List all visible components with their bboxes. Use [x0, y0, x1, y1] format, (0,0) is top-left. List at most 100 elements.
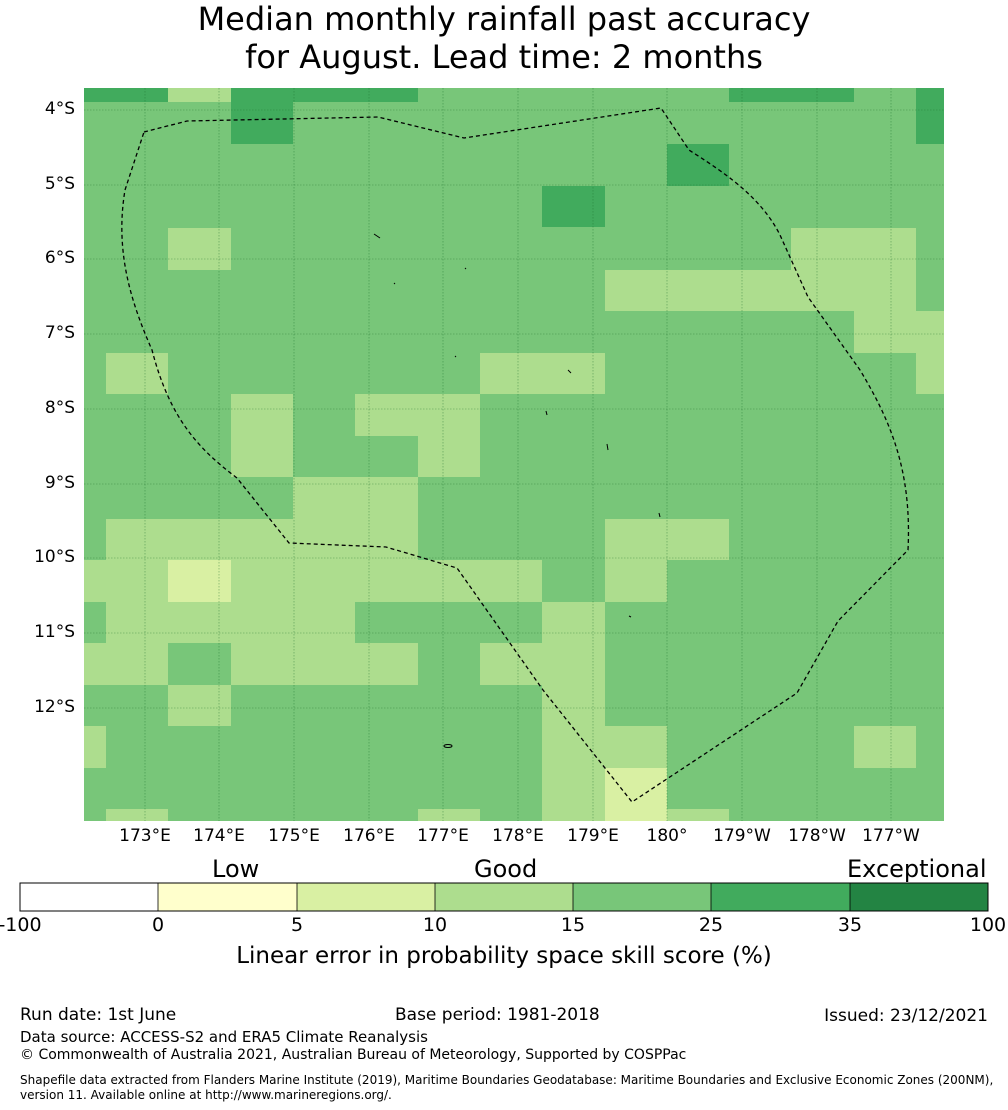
cell-good-skill — [791, 228, 916, 270]
colorbar-swatch — [711, 883, 850, 911]
cell-good-skill — [84, 726, 106, 768]
lat-label: 10°S — [34, 547, 75, 567]
lon-label: 175°E — [268, 826, 320, 846]
lat-label: 9°S — [44, 473, 75, 493]
cell-good-skill — [605, 560, 667, 602]
gridlines — [84, 88, 944, 821]
data-source: Data source: ACCESS-S2 and ERA5 Climate … — [20, 1028, 428, 1046]
cell-good-skill — [106, 519, 418, 560]
island — [545, 410, 548, 416]
copyright: © Commonwealth of Australia 2021, Austra… — [20, 1047, 687, 1063]
island — [454, 355, 457, 358]
island — [464, 267, 467, 270]
cell-good-skill — [542, 726, 667, 768]
colorbar-tick: 15 — [560, 914, 586, 936]
island — [567, 369, 572, 374]
colorbar-tick: -100 — [0, 914, 42, 936]
issued-date: Issued: 23/12/2021 — [824, 1006, 988, 1026]
lat-label: 4°S — [44, 99, 75, 119]
colorbar-title: Linear error in probability space skill … — [236, 943, 772, 969]
colorbar-tick: 0 — [151, 914, 165, 936]
cell-high-skill — [916, 88, 944, 144]
cell-good-skill — [106, 602, 355, 643]
cell-good-skill — [168, 88, 231, 102]
lon-label: 177°W — [862, 826, 920, 846]
cell-good-skill — [480, 353, 605, 394]
cell-good-skill — [480, 643, 605, 685]
lat-label: 6°S — [44, 248, 75, 268]
cell-good-skill — [168, 685, 231, 726]
cell-high-skill — [729, 88, 854, 102]
cell-good-skill — [605, 270, 916, 311]
lon-label: 179°E — [567, 826, 619, 846]
lon-label: 177°E — [417, 826, 469, 846]
lon-label: 173°E — [119, 826, 171, 846]
lat-label: 8°S — [44, 398, 75, 418]
skill-grid-cells — [84, 88, 944, 821]
colorbar — [19, 882, 989, 912]
map-title: Median monthly rainfall past accuracy fo… — [0, 0, 1008, 76]
cell-good-skill — [667, 809, 729, 821]
colorbar-tick: 100 — [969, 914, 1007, 936]
cell-good-skill — [106, 809, 168, 821]
lat-label: 7°S — [44, 323, 75, 343]
lon-label: 180° — [646, 826, 688, 846]
colorbar-dividers — [157, 883, 851, 911]
colorbar-swatch — [297, 883, 435, 911]
lon-label: 174°E — [193, 826, 245, 846]
cell-low-skill — [168, 560, 231, 602]
island — [606, 443, 609, 451]
colorbar-tick: 5 — [290, 914, 304, 936]
cell-skill — [418, 88, 729, 102]
cell-high-skill — [231, 88, 293, 144]
lon-label: 176°E — [343, 826, 395, 846]
colorbar-swatch — [573, 883, 711, 911]
island — [658, 512, 661, 518]
island — [443, 744, 453, 748]
cell-good-skill — [355, 394, 480, 436]
run-date: Run date: 1st June — [20, 1005, 177, 1025]
shapefile-line-2: version 11. Available online at http://w… — [20, 1088, 392, 1102]
cell-good-skill — [854, 726, 916, 768]
cell-good-skill — [542, 602, 605, 643]
lat-label: 5°S — [44, 174, 75, 194]
cell-good-skill — [84, 560, 542, 602]
island — [628, 615, 632, 618]
cell-good-skill — [84, 643, 168, 685]
cell-good-skill — [106, 353, 168, 394]
colorbar-tick: 10 — [422, 914, 448, 936]
lon-label: 178°E — [492, 826, 544, 846]
colorbar-swatch — [20, 883, 158, 911]
cell-good-skill — [418, 809, 480, 821]
colorbar-tick: 25 — [698, 914, 724, 936]
lon-label: 179°W — [713, 826, 771, 846]
colorbar-tick: 35 — [837, 914, 863, 936]
shapefile-line-1: Shapefile data extracted from Flanders M… — [20, 1073, 994, 1087]
title-line-2: for August. Lead time: 2 months — [245, 38, 763, 76]
category-low: Low — [212, 855, 260, 883]
cell-good-skill — [231, 643, 418, 685]
cell-good-skill — [168, 228, 231, 270]
shapefile-attribution: Shapefile data extracted from Flanders M… — [20, 1073, 1008, 1103]
category-exceptional: Exceptional — [847, 855, 987, 883]
colorbar-swatch — [158, 883, 297, 911]
cell-high-skill — [542, 186, 605, 227]
colorbar-swatch — [435, 883, 573, 911]
lon-label: 178°W — [788, 826, 846, 846]
colorbar-swatch — [850, 883, 988, 911]
title-line-1: Median monthly rainfall past accuracy — [197, 0, 811, 38]
cell-good-skill — [542, 768, 605, 821]
cell-high-skill — [84, 88, 168, 102]
cell-good-skill — [854, 311, 944, 353]
base-period: Base period: 1981-2018 — [395, 1005, 600, 1025]
cell-good-skill — [293, 477, 418, 519]
islands — [373, 233, 661, 748]
island — [373, 233, 381, 239]
lat-label: 12°S — [34, 697, 75, 717]
cell-high-skill — [293, 88, 418, 102]
cell-low-skill — [605, 768, 667, 821]
island — [393, 282, 396, 285]
lat-label: 11°S — [34, 622, 75, 642]
cell-good-skill — [542, 685, 605, 726]
